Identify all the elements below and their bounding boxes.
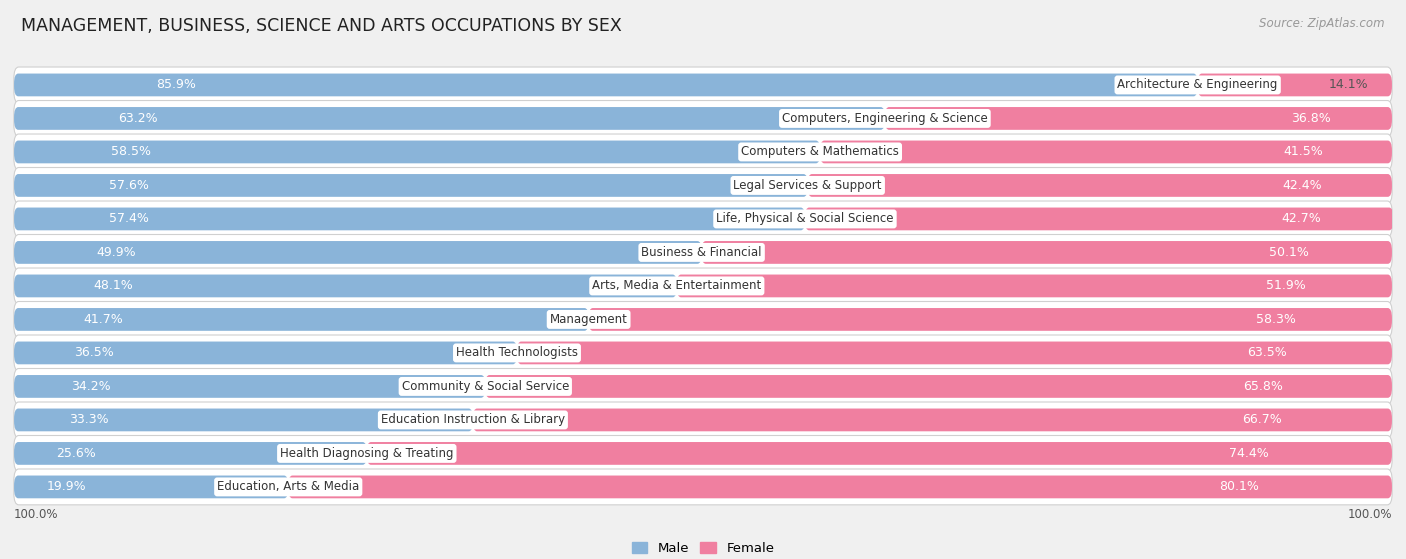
FancyBboxPatch shape [14, 409, 472, 432]
FancyBboxPatch shape [14, 174, 807, 197]
FancyBboxPatch shape [14, 308, 589, 331]
FancyBboxPatch shape [14, 235, 1392, 271]
FancyBboxPatch shape [14, 74, 1198, 96]
Text: 80.1%: 80.1% [1219, 480, 1260, 494]
FancyBboxPatch shape [14, 442, 367, 465]
FancyBboxPatch shape [702, 241, 1392, 264]
FancyBboxPatch shape [589, 308, 1392, 331]
Legend: Male, Female: Male, Female [626, 537, 780, 559]
Text: 100.0%: 100.0% [14, 508, 59, 520]
Text: 63.5%: 63.5% [1247, 347, 1286, 359]
Text: Computers & Mathematics: Computers & Mathematics [741, 145, 898, 158]
Text: 100.0%: 100.0% [1347, 508, 1392, 520]
FancyBboxPatch shape [14, 402, 1392, 438]
FancyBboxPatch shape [14, 241, 702, 264]
FancyBboxPatch shape [367, 442, 1392, 465]
Text: 36.8%: 36.8% [1291, 112, 1331, 125]
Text: 42.4%: 42.4% [1282, 179, 1322, 192]
Text: 36.5%: 36.5% [75, 347, 114, 359]
FancyBboxPatch shape [14, 201, 1392, 237]
Text: 42.7%: 42.7% [1282, 212, 1322, 225]
FancyBboxPatch shape [806, 207, 1393, 230]
Text: Health Diagnosing & Treating: Health Diagnosing & Treating [280, 447, 454, 460]
Text: Arts, Media & Entertainment: Arts, Media & Entertainment [592, 280, 762, 292]
FancyBboxPatch shape [472, 409, 1392, 432]
FancyBboxPatch shape [14, 469, 1392, 505]
Text: 63.2%: 63.2% [118, 112, 159, 125]
Text: 41.7%: 41.7% [83, 313, 122, 326]
Text: Community & Social Service: Community & Social Service [402, 380, 569, 393]
FancyBboxPatch shape [14, 301, 1392, 337]
Text: 51.9%: 51.9% [1267, 280, 1306, 292]
Text: 65.8%: 65.8% [1243, 380, 1284, 393]
Text: 57.4%: 57.4% [110, 212, 149, 225]
Text: Computers, Engineering & Science: Computers, Engineering & Science [782, 112, 988, 125]
FancyBboxPatch shape [14, 476, 288, 498]
FancyBboxPatch shape [14, 67, 1392, 103]
FancyBboxPatch shape [14, 101, 1392, 136]
FancyBboxPatch shape [884, 107, 1392, 130]
Text: Legal Services & Support: Legal Services & Support [734, 179, 882, 192]
FancyBboxPatch shape [676, 274, 1392, 297]
FancyBboxPatch shape [517, 342, 1392, 364]
Text: 48.1%: 48.1% [94, 280, 134, 292]
FancyBboxPatch shape [807, 174, 1392, 197]
Text: 58.3%: 58.3% [1256, 313, 1295, 326]
FancyBboxPatch shape [485, 375, 1392, 398]
Text: 58.5%: 58.5% [111, 145, 150, 158]
Text: Architecture & Engineering: Architecture & Engineering [1118, 78, 1278, 92]
FancyBboxPatch shape [14, 134, 1392, 170]
FancyBboxPatch shape [288, 476, 1392, 498]
Text: 49.9%: 49.9% [97, 246, 136, 259]
Text: 25.6%: 25.6% [56, 447, 96, 460]
Text: 41.5%: 41.5% [1284, 145, 1323, 158]
Text: 74.4%: 74.4% [1229, 447, 1270, 460]
Text: Business & Financial: Business & Financial [641, 246, 762, 259]
Text: 19.9%: 19.9% [46, 480, 87, 494]
FancyBboxPatch shape [14, 375, 485, 398]
Text: 66.7%: 66.7% [1241, 414, 1282, 427]
Text: Life, Physical & Social Science: Life, Physical & Social Science [716, 212, 894, 225]
Text: 14.1%: 14.1% [1329, 78, 1368, 92]
FancyBboxPatch shape [14, 274, 676, 297]
FancyBboxPatch shape [14, 268, 1392, 304]
Text: 34.2%: 34.2% [70, 380, 110, 393]
Text: Education, Arts & Media: Education, Arts & Media [217, 480, 360, 494]
FancyBboxPatch shape [14, 207, 806, 230]
FancyBboxPatch shape [14, 140, 820, 163]
Text: 57.6%: 57.6% [110, 179, 149, 192]
FancyBboxPatch shape [14, 107, 884, 130]
Text: MANAGEMENT, BUSINESS, SCIENCE AND ARTS OCCUPATIONS BY SEX: MANAGEMENT, BUSINESS, SCIENCE AND ARTS O… [21, 17, 621, 35]
Text: 33.3%: 33.3% [69, 414, 108, 427]
FancyBboxPatch shape [1198, 74, 1392, 96]
FancyBboxPatch shape [820, 140, 1392, 163]
FancyBboxPatch shape [14, 342, 517, 364]
FancyBboxPatch shape [14, 368, 1392, 404]
FancyBboxPatch shape [14, 335, 1392, 371]
FancyBboxPatch shape [14, 168, 1392, 203]
Text: 85.9%: 85.9% [156, 78, 195, 92]
Text: Health Technologists: Health Technologists [456, 347, 578, 359]
Text: Education Instruction & Library: Education Instruction & Library [381, 414, 565, 427]
Text: Management: Management [550, 313, 627, 326]
Text: Source: ZipAtlas.com: Source: ZipAtlas.com [1260, 17, 1385, 30]
FancyBboxPatch shape [14, 435, 1392, 471]
Text: 50.1%: 50.1% [1270, 246, 1309, 259]
